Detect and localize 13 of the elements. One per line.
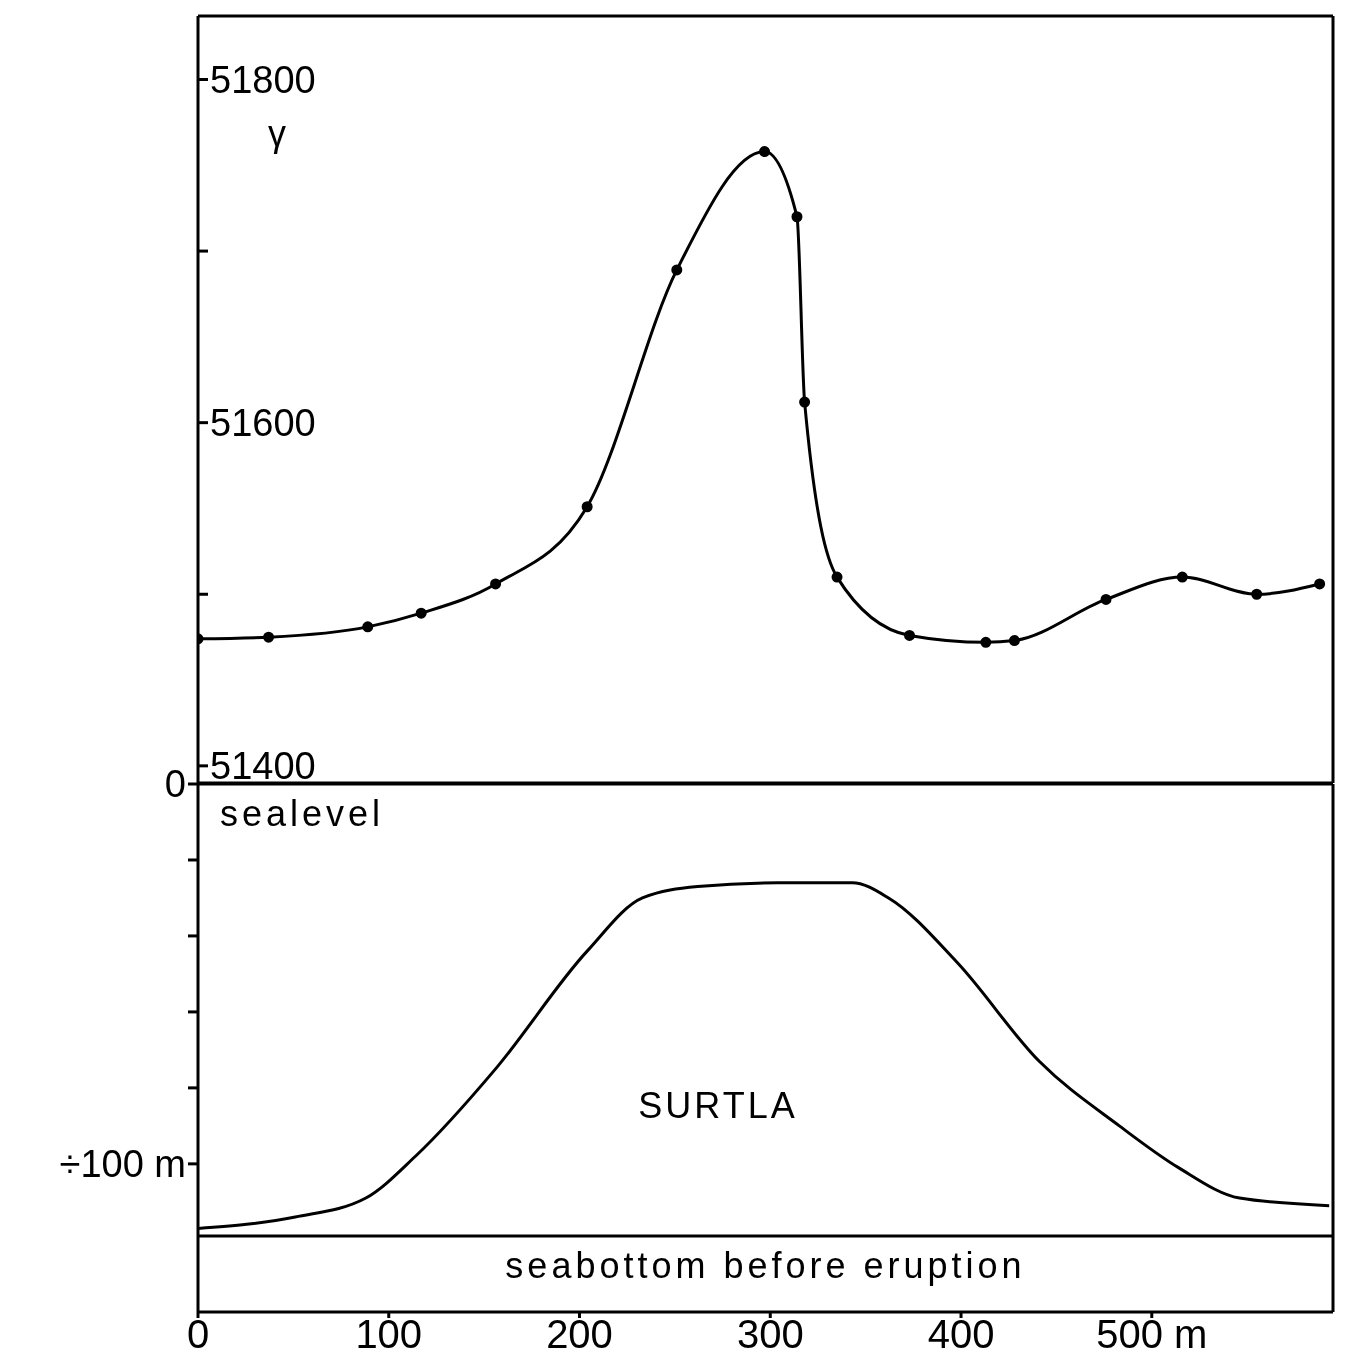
x-tick-label: 400 [927,1312,995,1357]
y-tick-label: 51600 [210,402,316,445]
y-tick-label: 51400 [210,745,316,788]
x-tick-label: 500 m [1096,1312,1208,1357]
x-tick-label: 200 [546,1312,613,1357]
ref-line-label: seabottom before eruption [505,1245,1026,1287]
y-tick-label: 51800 [210,58,316,101]
annotation: SURTLA [637,1085,799,1127]
ref-line-label: sealevel [220,793,385,834]
y-axis-title: γ [268,113,286,154]
y-tick-label: ÷100 m [59,1143,186,1186]
x-tick-label: 100 [355,1312,423,1357]
x-tick-label: 300 [736,1312,804,1357]
